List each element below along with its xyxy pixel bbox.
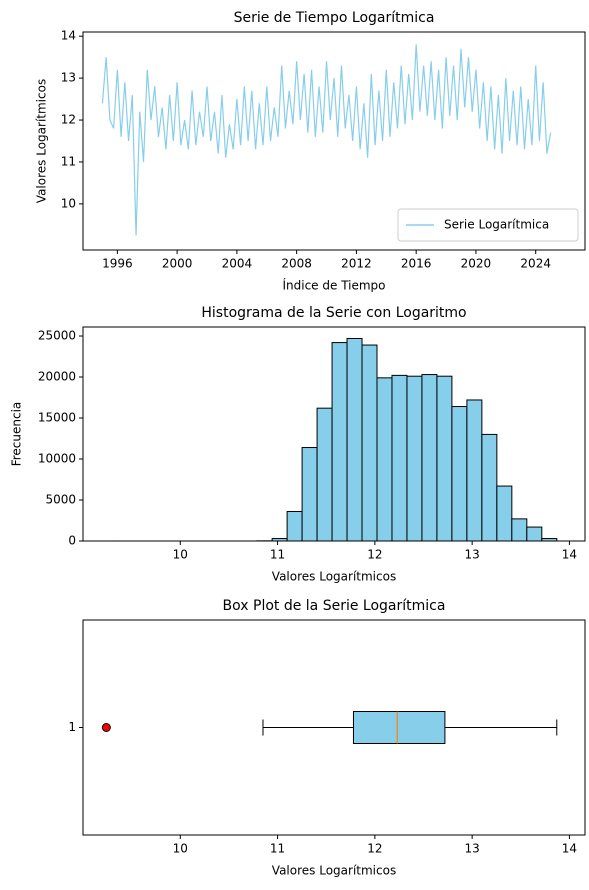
- histogram-bar: [391, 374, 408, 542]
- histogram-bar: [436, 375, 453, 542]
- y-tick-label: 14: [61, 29, 76, 43]
- plot-frame: [82, 619, 586, 836]
- x-axis-label: Valores Logarítmicos: [272, 570, 396, 584]
- histogram-bar: [526, 526, 543, 542]
- x-axis-label: Índice de Tiempo: [282, 278, 385, 293]
- y-tick-label: 10: [61, 196, 76, 210]
- y-tick-label: 20000: [38, 370, 76, 384]
- x-tick-label: 13: [465, 842, 480, 856]
- histogram-bar: [286, 510, 303, 542]
- histogram-bar: [481, 433, 498, 542]
- x-tick-label: 11: [270, 842, 285, 856]
- y-tick-label: 13: [61, 71, 76, 85]
- legend-box: [397, 208, 579, 242]
- x-tick-label: 10: [173, 842, 188, 856]
- x-tick-label: 13: [465, 548, 480, 562]
- x-tick-label: 2020: [461, 257, 492, 271]
- x-axis-label: Valores Logarítmicos: [272, 864, 396, 878]
- y-tick-label: 11: [61, 154, 76, 168]
- plot-frame: [82, 326, 586, 542]
- histogram-bar: [361, 344, 378, 542]
- x-tick-label: 1996: [102, 257, 133, 271]
- y-axis-label: Frecuencia: [10, 402, 24, 467]
- x-tick-label: 2024: [520, 257, 551, 271]
- chart-title: Serie de Tiempo Logarítmica: [234, 10, 435, 26]
- x-tick-label: 14: [562, 842, 577, 856]
- histogram-bar: [421, 374, 438, 542]
- y-tick-label: 0: [68, 534, 76, 548]
- histogram-bar: [301, 447, 318, 542]
- histogram-bar: [331, 342, 348, 542]
- histogram-bar: [496, 485, 513, 542]
- x-tick-label: 2008: [281, 257, 312, 271]
- y-tick-label: 25000: [38, 329, 76, 343]
- y-tick-label: 5000: [45, 493, 76, 507]
- x-tick-label: 12: [367, 548, 382, 562]
- y-tick-label: 12: [61, 113, 76, 127]
- x-tick-label: 12: [367, 842, 382, 856]
- x-tick-label: 11: [270, 548, 285, 562]
- x-tick-label: 2000: [162, 257, 193, 271]
- histogram-bar: [406, 375, 423, 542]
- y-tick-label: 1: [68, 720, 76, 734]
- legend-label: Serie Logarítmica: [444, 218, 549, 232]
- histogram-bar: [346, 337, 363, 542]
- histogram-bar: [511, 518, 528, 542]
- line-series: [101, 44, 552, 236]
- histogram-bar: [466, 399, 483, 542]
- x-tick-label: 10: [173, 548, 188, 562]
- x-tick-label: 2004: [222, 257, 253, 271]
- x-tick-label: 14: [562, 548, 577, 562]
- histogram-bar: [376, 377, 393, 542]
- outlier: [101, 723, 111, 732]
- y-tick-label: 15000: [38, 411, 76, 425]
- x-tick-label: 2016: [401, 257, 432, 271]
- y-axis-label: Valores Logarítmicos: [35, 79, 49, 203]
- plot-frame: [82, 31, 586, 251]
- chart-title: Histograma de la Serie con Logaritmo: [201, 305, 466, 321]
- y-tick-label: 10000: [38, 452, 76, 466]
- x-tick-label: 2012: [341, 257, 372, 271]
- histogram-bar: [316, 407, 333, 542]
- histogram-bar: [451, 406, 468, 542]
- chart-title: Box Plot de la Serie Logarítmica: [223, 598, 446, 614]
- box: [352, 711, 446, 744]
